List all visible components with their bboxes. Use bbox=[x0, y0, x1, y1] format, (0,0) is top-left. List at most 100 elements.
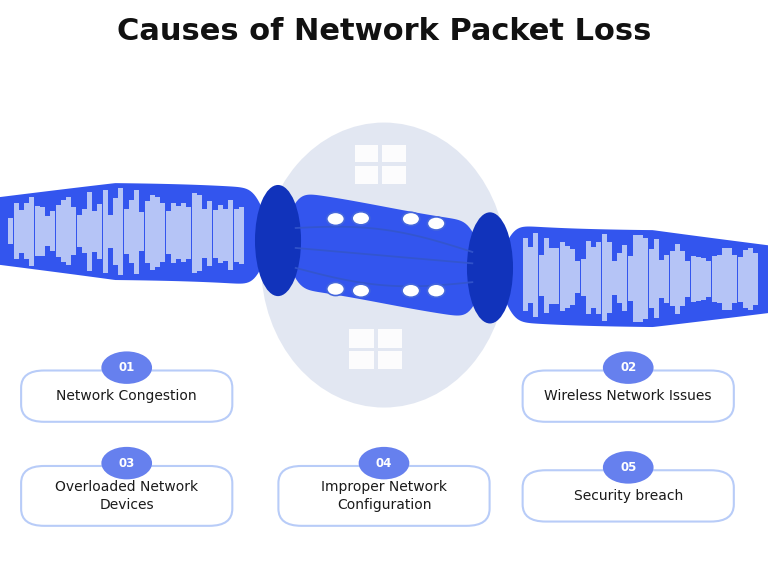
Bar bbox=[92, 211, 98, 252]
Bar bbox=[670, 251, 674, 307]
Circle shape bbox=[427, 284, 445, 298]
Bar bbox=[144, 201, 150, 263]
Bar bbox=[81, 209, 87, 254]
Bar bbox=[538, 255, 544, 296]
Text: Security breach: Security breach bbox=[574, 489, 683, 503]
Text: Wireless Network Issues: Wireless Network Issues bbox=[545, 389, 712, 403]
Bar bbox=[124, 209, 128, 254]
FancyBboxPatch shape bbox=[378, 351, 402, 369]
Circle shape bbox=[327, 282, 344, 295]
Bar bbox=[690, 256, 696, 302]
Circle shape bbox=[327, 212, 344, 225]
Bar bbox=[192, 193, 197, 274]
FancyBboxPatch shape bbox=[21, 466, 232, 526]
Bar bbox=[71, 207, 76, 255]
Bar bbox=[14, 202, 18, 259]
Bar bbox=[675, 244, 680, 314]
Ellipse shape bbox=[467, 212, 513, 323]
Bar bbox=[239, 207, 244, 264]
Bar bbox=[228, 200, 233, 270]
FancyBboxPatch shape bbox=[355, 166, 378, 184]
Bar bbox=[727, 248, 732, 310]
Bar bbox=[534, 233, 538, 317]
Circle shape bbox=[402, 212, 419, 225]
Text: Causes of Network Packet Loss: Causes of Network Packet Loss bbox=[117, 17, 651, 46]
FancyBboxPatch shape bbox=[278, 466, 490, 526]
Bar bbox=[753, 253, 758, 305]
Bar bbox=[581, 259, 585, 296]
Text: Improper Network
Configuration: Improper Network Configuration bbox=[321, 480, 447, 512]
FancyBboxPatch shape bbox=[21, 370, 232, 422]
Bar bbox=[176, 206, 181, 259]
FancyBboxPatch shape bbox=[522, 470, 733, 522]
Bar bbox=[701, 258, 706, 300]
Bar bbox=[108, 215, 113, 248]
Ellipse shape bbox=[359, 447, 409, 479]
Bar bbox=[623, 245, 627, 311]
Circle shape bbox=[352, 211, 369, 225]
Bar bbox=[638, 235, 643, 321]
Bar bbox=[733, 255, 737, 303]
Ellipse shape bbox=[603, 351, 654, 384]
Bar bbox=[139, 213, 144, 251]
Bar bbox=[150, 194, 155, 270]
Bar bbox=[87, 192, 92, 271]
Bar bbox=[223, 209, 228, 260]
Bar bbox=[544, 238, 549, 313]
Bar bbox=[19, 210, 24, 253]
Bar bbox=[77, 215, 81, 247]
Bar bbox=[35, 206, 40, 256]
Bar bbox=[685, 261, 690, 297]
FancyBboxPatch shape bbox=[349, 351, 374, 369]
Bar bbox=[664, 255, 670, 303]
Bar bbox=[586, 241, 591, 314]
Ellipse shape bbox=[255, 185, 301, 296]
Bar bbox=[722, 248, 727, 310]
Bar bbox=[743, 250, 748, 308]
Bar bbox=[170, 202, 176, 263]
Bar bbox=[565, 246, 570, 308]
Bar bbox=[717, 255, 722, 303]
Bar bbox=[549, 248, 554, 304]
Bar bbox=[554, 248, 559, 304]
Ellipse shape bbox=[101, 447, 152, 479]
Bar bbox=[528, 247, 533, 303]
Circle shape bbox=[427, 217, 445, 230]
Bar bbox=[213, 210, 217, 258]
FancyBboxPatch shape bbox=[382, 145, 406, 162]
Bar bbox=[8, 218, 13, 244]
Bar bbox=[29, 197, 35, 266]
Bar bbox=[570, 249, 575, 304]
Bar bbox=[155, 197, 160, 267]
Bar bbox=[207, 201, 213, 266]
Polygon shape bbox=[0, 183, 768, 327]
Bar bbox=[166, 211, 170, 254]
Text: 04: 04 bbox=[376, 457, 392, 470]
Bar bbox=[129, 200, 134, 263]
FancyBboxPatch shape bbox=[382, 166, 406, 184]
Bar bbox=[51, 211, 55, 251]
Bar bbox=[607, 242, 612, 314]
Bar bbox=[523, 238, 528, 311]
Bar bbox=[98, 203, 102, 259]
Text: 05: 05 bbox=[620, 461, 637, 474]
Text: Network Congestion: Network Congestion bbox=[56, 389, 197, 403]
Bar bbox=[66, 197, 71, 266]
Bar bbox=[103, 190, 108, 273]
Bar bbox=[134, 190, 139, 274]
Bar bbox=[633, 235, 638, 322]
Bar bbox=[748, 248, 753, 310]
Ellipse shape bbox=[101, 351, 152, 384]
Bar bbox=[218, 205, 223, 263]
Bar bbox=[707, 262, 711, 296]
Bar bbox=[161, 203, 165, 262]
Bar bbox=[644, 238, 648, 319]
FancyBboxPatch shape bbox=[522, 370, 733, 422]
FancyBboxPatch shape bbox=[355, 145, 378, 162]
Ellipse shape bbox=[603, 451, 654, 483]
Bar bbox=[601, 234, 607, 321]
Bar bbox=[187, 207, 191, 259]
Bar bbox=[40, 206, 45, 255]
Bar bbox=[696, 257, 700, 301]
Bar bbox=[649, 249, 654, 308]
